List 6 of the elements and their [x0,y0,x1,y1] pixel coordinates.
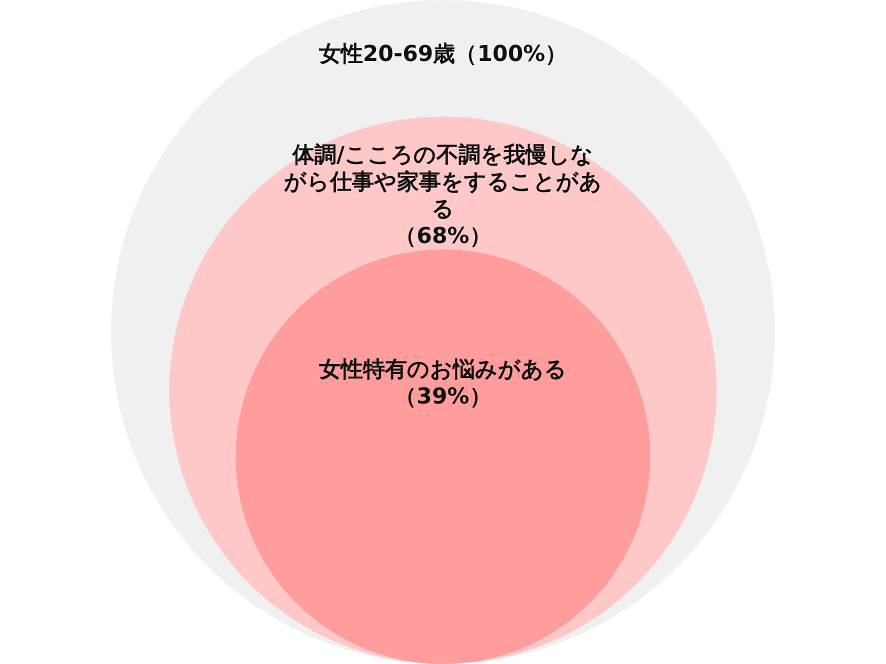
data-label: （100%） [455,42,568,67]
category-label: 女性20-69歳 [318,42,456,67]
category-label: 体調/こころの不調を我慢しながら仕事や家事をすることがある [283,142,602,222]
data-label: （68%） [394,224,492,250]
category-label: 女性特有のお悩みがある [318,357,567,382]
data-label: （39%） [394,384,492,410]
